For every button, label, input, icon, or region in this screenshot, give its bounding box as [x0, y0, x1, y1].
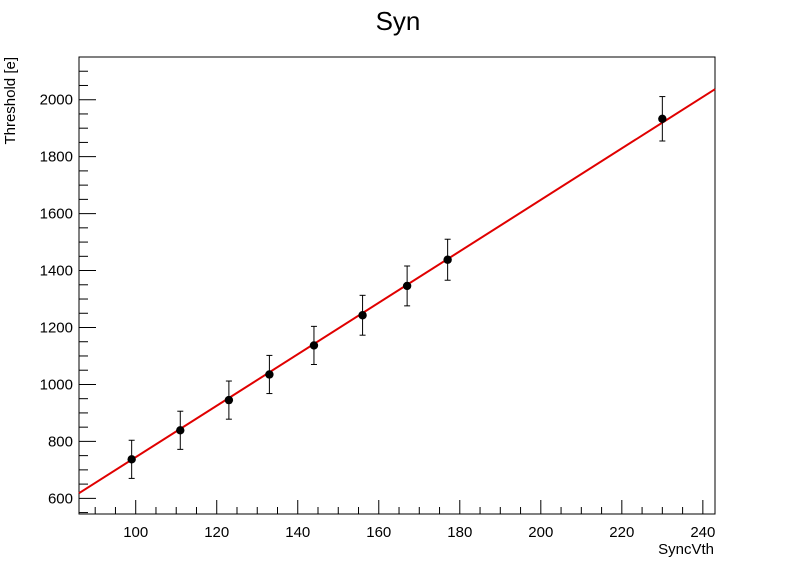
x-tick-label: 140 — [285, 524, 310, 541]
data-point — [443, 255, 452, 264]
chart-title: Syn — [376, 6, 421, 36]
data-point — [402, 281, 412, 291]
x-tick-label: 240 — [690, 524, 715, 541]
fit-line — [78, 88, 716, 495]
x-tick-label: 100 — [123, 524, 148, 541]
y-tick-label: 600 — [48, 490, 73, 507]
data-point — [658, 114, 667, 123]
y-tick-label: 1000 — [40, 376, 73, 393]
y-tick-label: 2000 — [40, 92, 73, 109]
data-point — [176, 426, 185, 435]
fit-layer — [78, 88, 716, 495]
points-layer — [127, 96, 667, 479]
x-tick-label: 160 — [366, 524, 391, 541]
x-axis: 100 120 140 160 180 200 220 240 — [94, 500, 715, 541]
x-tick-label: 220 — [609, 524, 634, 541]
data-point — [265, 370, 274, 379]
data-point — [358, 311, 367, 320]
x-tick-label: 180 — [447, 524, 472, 541]
x-tick-label: 120 — [204, 524, 229, 541]
plot-frame — [78, 56, 716, 515]
y-axis-label: Threshold [e] — [2, 57, 19, 145]
y-tick-label: 1600 — [40, 206, 73, 223]
data-point — [224, 395, 234, 405]
x-tick-label: 200 — [528, 524, 553, 541]
y-tick-label: 1400 — [40, 263, 73, 280]
y-tick-label: 800 — [48, 433, 73, 450]
x-axis-label: SyncVth — [658, 541, 714, 558]
y-axis: 600 800 1000 1200 1400 1600 1800 2000 — [40, 56, 96, 514]
data-point — [309, 341, 319, 350]
data-point — [127, 455, 136, 464]
y-tick-label: 1800 — [40, 149, 73, 166]
y-tick-label: 1200 — [40, 319, 73, 336]
